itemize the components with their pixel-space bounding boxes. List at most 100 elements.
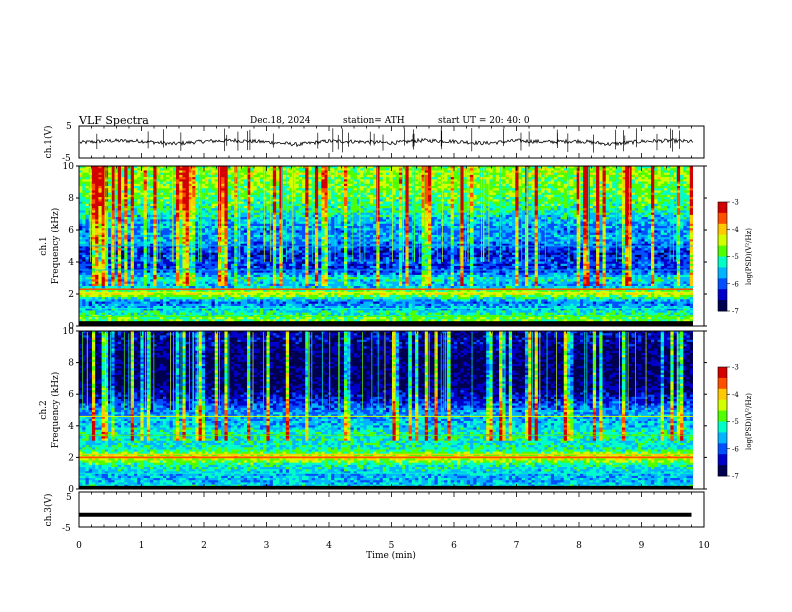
spectrogram-cell: [667, 170, 671, 174]
spectrogram-cell: [563, 212, 568, 216]
spectrogram-cell: [140, 188, 145, 191]
spectrogram-cell: [415, 210, 419, 214]
spectrogram-cell: [234, 199, 238, 202]
spectrogram-cell: [185, 168, 190, 171]
spectrogram-cell: [421, 197, 426, 200]
spectrogram-cell: [311, 177, 316, 180]
spectrogram-cell: [292, 206, 296, 209]
spectrogram-cell: [486, 201, 490, 205]
spectrogram-cell: [179, 219, 183, 222]
spectrogram-cell: [557, 206, 561, 209]
spectrogram-cell: [343, 168, 348, 171]
spectrogram-cell: [172, 199, 177, 202]
spectrogram-cell: [130, 194, 135, 198]
spectrogram-cell: [515, 181, 519, 185]
spectrogram-cell: [634, 166, 639, 169]
spectrogram-cell: [130, 186, 135, 189]
spectrogram-cell: [247, 221, 251, 225]
spectrogram-cell: [460, 214, 464, 218]
ch1-ytick-bottom: -5: [62, 154, 71, 164]
spectrogram-cell: [447, 183, 452, 187]
spectrogram-cell: [172, 183, 177, 187]
spectrogram-cell: [508, 206, 513, 209]
spectrogram-cell: [680, 168, 684, 171]
spectrogram-cell: [256, 168, 261, 171]
spectrogram-cell: [638, 170, 642, 174]
spectrogram-cell: [670, 203, 675, 207]
spectrogram-cell: [576, 188, 581, 191]
spectrogram-cell: [570, 208, 574, 211]
spectrogram-cell: [272, 197, 277, 200]
spectrogram-cell: [476, 210, 481, 214]
spectrogram-cell: [334, 208, 338, 211]
spectrogram-cell: [79, 208, 83, 211]
spectrogram-cell: [285, 168, 290, 171]
spectrogram-cell: [460, 212, 464, 216]
spectrogram-cell: [111, 214, 115, 218]
spectrogram-cell: [143, 221, 148, 225]
spectrogram-cell: [314, 177, 319, 180]
spectrogram-cell: [612, 168, 616, 171]
spectrogram-cell: [670, 170, 675, 174]
spectrogram-cell: [612, 206, 616, 209]
spectrogram-cell: [489, 210, 494, 214]
spectrogram-cell: [166, 217, 170, 220]
spectrogram-cell: [450, 208, 455, 211]
spectrogram-cell: [117, 170, 122, 174]
spectrogram-cell: [583, 190, 587, 194]
spectrogram-cell: [117, 172, 122, 176]
spectrogram-cell: [108, 210, 112, 214]
spectrogram-cell: [269, 208, 274, 211]
spectrogram-cell: [347, 183, 351, 187]
spectrogram-cell: [599, 208, 603, 211]
spectrogram-cell: [673, 192, 678, 196]
spectrogram-cell: [667, 194, 671, 198]
spectrogram-cell: [628, 206, 632, 209]
spectrogram-cell: [298, 168, 303, 171]
spectrogram-cell: [599, 203, 603, 207]
spectrogram-cell: [408, 194, 413, 198]
spectrogram-cell: [460, 179, 464, 182]
spectrogram-cell: [411, 186, 416, 189]
spectrogram-cell: [192, 194, 196, 198]
spectrogram-cell: [473, 177, 477, 180]
spectrogram-cell: [337, 168, 342, 171]
spectrogram-cell: [625, 206, 629, 209]
spectrogram-cell: [476, 201, 481, 205]
spectrogram-cell: [101, 186, 106, 189]
spectrogram-cell: [644, 183, 649, 187]
spectrogram-cell: [331, 221, 335, 225]
spectrogram-cell: [276, 174, 280, 178]
spectrogram-cell: [259, 221, 264, 225]
spectrogram-cell: [133, 203, 138, 207]
spectrogram-cell: [201, 199, 206, 202]
spectrogram-cell: [256, 166, 261, 169]
spectrogram-cell: [589, 206, 594, 209]
spectrogram-cell: [175, 170, 180, 174]
spectrogram-cell: [541, 174, 545, 178]
spectrogram-cell: [356, 168, 361, 171]
spectrogram-cell: [250, 203, 254, 207]
spectrogram-cell: [589, 217, 594, 220]
spectrogram-cell: [660, 177, 665, 180]
spectrogram-cell: [373, 190, 377, 194]
spectrogram-cell: [389, 206, 393, 209]
spectrogram-cell: [418, 217, 422, 220]
spectrogram-cell: [392, 179, 397, 182]
spectrogram-cell: [473, 197, 477, 200]
spectrogram-cell: [301, 172, 306, 176]
spectrogram-cell: [641, 168, 645, 171]
spectrogram-cell: [415, 192, 419, 196]
spectrogram-cell: [647, 206, 652, 209]
spectrogram-cell: [172, 212, 177, 216]
spectrogram-cell: [153, 199, 157, 202]
spectrogram-cell: [153, 170, 157, 174]
spectrogram-cell: [398, 197, 403, 200]
spectrogram-cell: [489, 217, 494, 220]
spectrogram-cell: [466, 194, 471, 198]
spectrogram-cell: [411, 201, 416, 205]
spectrogram-cell: [250, 179, 254, 182]
spectrogram-cell: [337, 219, 342, 222]
spectrogram-cell: [570, 214, 574, 218]
spectrogram-cell: [353, 221, 358, 225]
